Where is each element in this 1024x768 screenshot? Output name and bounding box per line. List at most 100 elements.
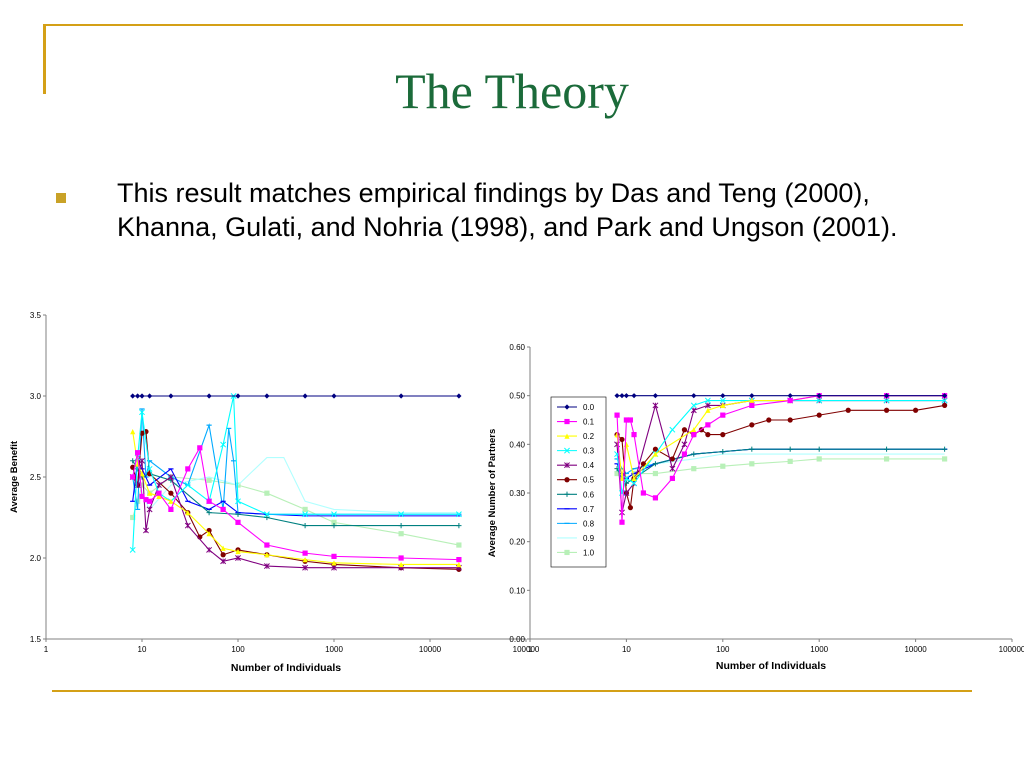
data-point (787, 446, 793, 452)
data-point (156, 493, 162, 500)
data-point (691, 427, 697, 433)
legend-label: 0.1 (583, 418, 595, 427)
data-point (263, 511, 270, 518)
data-point (135, 393, 141, 399)
data-point (185, 510, 191, 516)
series-line (616, 399, 945, 513)
data-point (264, 542, 270, 548)
data-point (614, 393, 620, 399)
series-0.0 (130, 393, 462, 399)
data-point (913, 407, 919, 413)
data-point (331, 553, 337, 559)
data-point (669, 475, 675, 481)
y-tick-label: 2.0 (30, 554, 42, 563)
data-point (883, 397, 890, 404)
series-0.3 (614, 397, 948, 496)
data-point (398, 561, 404, 568)
data-point (331, 519, 337, 525)
data-point (749, 393, 755, 399)
data-point (816, 393, 822, 399)
series-0.2 (130, 429, 462, 568)
y-tick-label: 0.20 (509, 538, 525, 547)
data-point (705, 432, 711, 438)
series-line (132, 408, 459, 515)
legend-item: 0.2 (557, 432, 595, 441)
data-point (614, 470, 620, 477)
data-point (220, 552, 226, 558)
data-point (787, 417, 793, 423)
y-tick-label: 3.5 (30, 311, 42, 320)
series-line (132, 430, 459, 570)
data-point (631, 432, 637, 438)
x-tick-label: 1000 (325, 645, 343, 654)
data-point (720, 402, 726, 408)
series-0.8 (130, 408, 462, 515)
data-point (331, 511, 337, 518)
series-0.3 (129, 393, 462, 553)
legend-label: 0.3 (583, 447, 595, 456)
legend-item: 0.3 (557, 447, 595, 456)
data-point (139, 457, 145, 464)
data-point (652, 402, 659, 409)
data-point (264, 514, 270, 521)
data-point (681, 427, 688, 433)
data-point (146, 506, 153, 513)
decorative-vertical-line (43, 24, 46, 94)
data-point (129, 546, 136, 553)
data-point (704, 397, 711, 404)
data-point (206, 510, 212, 516)
data-point (130, 514, 136, 521)
data-point (720, 393, 726, 399)
data-point (168, 490, 174, 496)
data-point (143, 497, 149, 503)
data-point (669, 465, 676, 472)
data-point (619, 393, 625, 399)
legend-item: 0.1 (557, 418, 595, 427)
series-line (616, 404, 945, 508)
series-0.5 (614, 402, 948, 511)
legend-item: 0.9 (557, 534, 595, 543)
data-point (787, 397, 793, 404)
series-line (132, 446, 459, 561)
series-line (132, 395, 459, 550)
data-point (184, 522, 191, 529)
x-tick-label: 1 (528, 645, 533, 654)
y-tick-label: 0.10 (509, 586, 525, 595)
series-line (132, 431, 459, 566)
data-point (691, 466, 697, 472)
data-point (143, 527, 149, 534)
legend-label: 0.8 (583, 519, 595, 528)
data-point (302, 511, 309, 518)
data-point (168, 498, 174, 504)
x-tick-label: 100 (716, 645, 730, 654)
data-point (681, 451, 688, 457)
x-tick-label: 100000 (513, 645, 540, 654)
data-point (302, 564, 309, 571)
slide-title: The Theory (395, 63, 629, 119)
y-axis-label: Average Number of Partners (487, 429, 498, 557)
data-point (749, 397, 755, 404)
data-point (398, 523, 404, 529)
data-point (631, 475, 637, 481)
legend-marker (564, 418, 570, 425)
data-point (302, 506, 308, 512)
decorative-bottom-line (52, 690, 972, 692)
legend-box (550, 396, 607, 568)
data-point (235, 393, 241, 399)
data-point (749, 422, 755, 428)
legend-label: 0.9 (583, 534, 595, 543)
data-point (220, 545, 226, 551)
data-point (156, 490, 162, 496)
data-point (220, 506, 226, 512)
bullet-marker-icon (56, 193, 66, 203)
data-point (652, 461, 659, 467)
data-point (263, 563, 270, 570)
legend-marker (564, 477, 570, 483)
y-axis-label: Average Benefit (9, 440, 20, 513)
data-point (749, 446, 755, 452)
legend-item: 1.0 (557, 548, 595, 557)
data-point (619, 519, 625, 525)
legend-item: 0.6 (557, 490, 595, 499)
data-point (130, 458, 136, 464)
series-line (616, 458, 945, 479)
